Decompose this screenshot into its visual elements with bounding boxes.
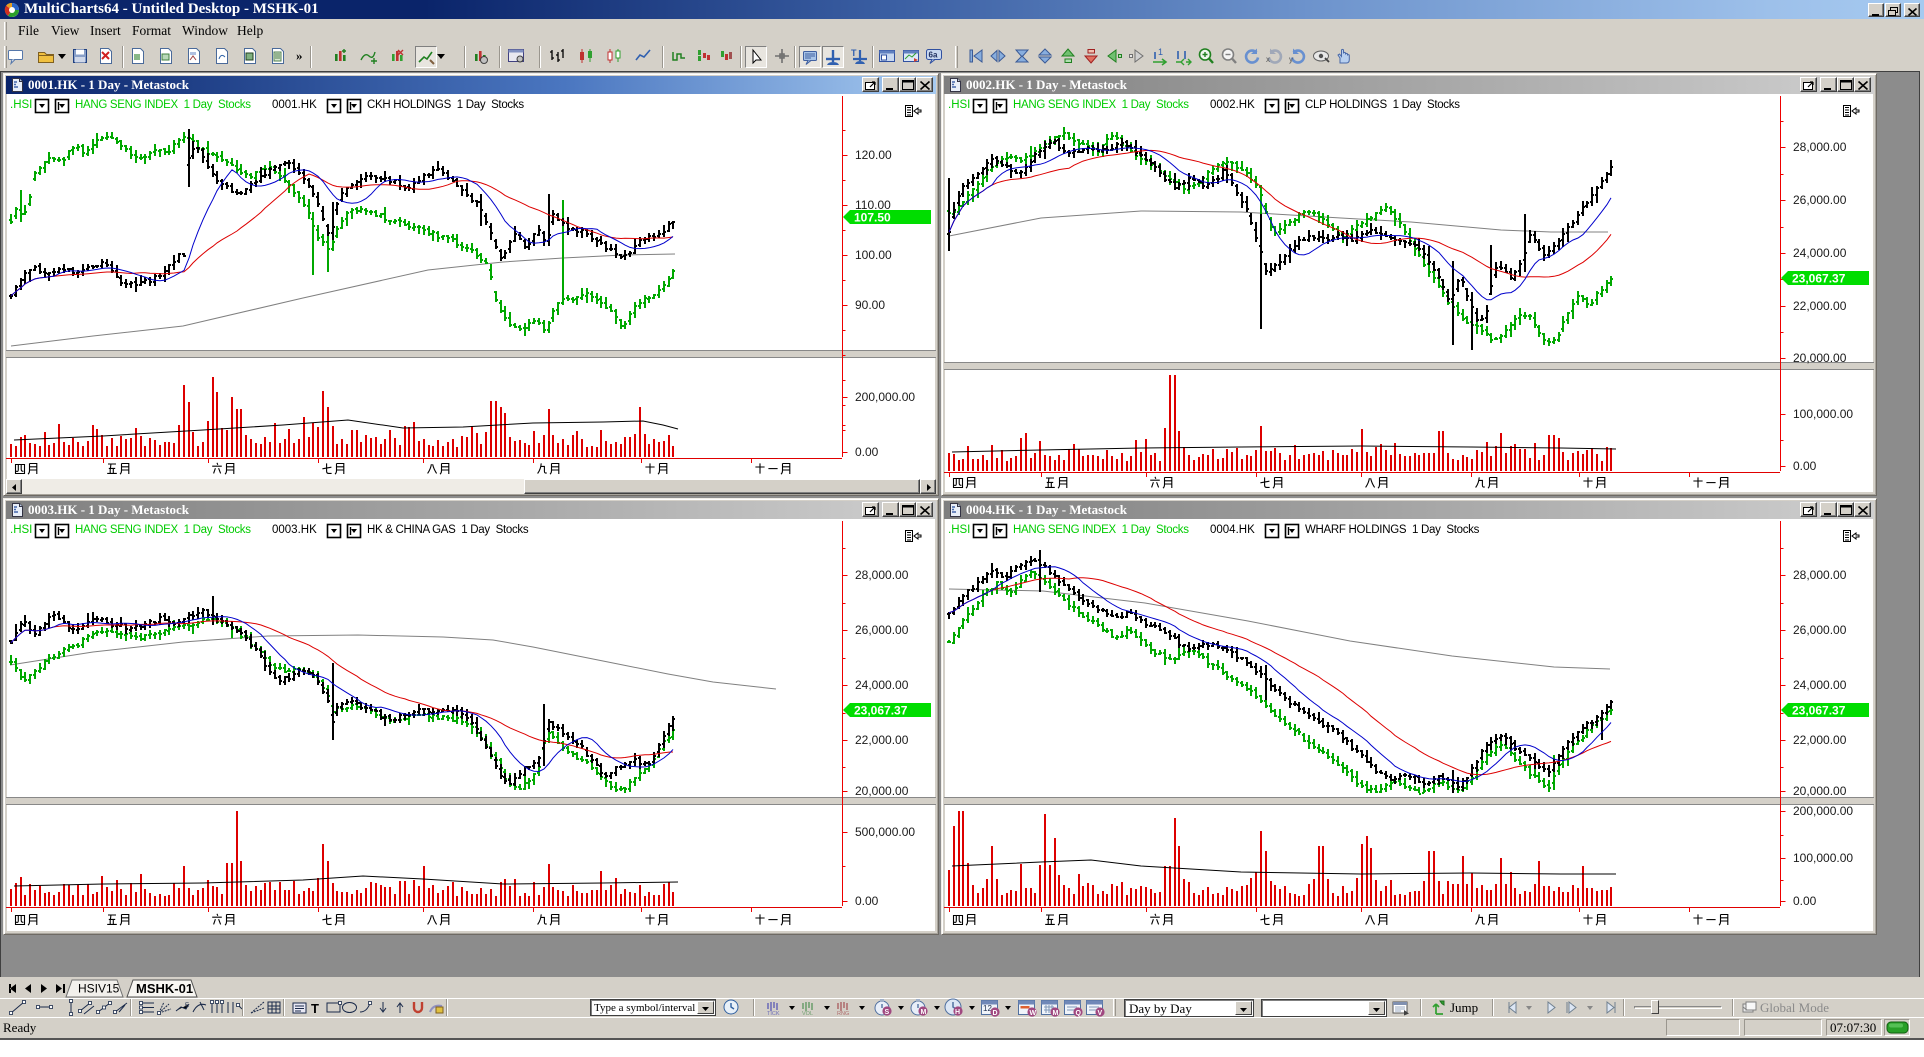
svg-text:.HSI: .HSI — [948, 99, 970, 111]
svg-text:VOL: VOL — [802, 1011, 813, 1016]
svg-text:0.00: 0.00 — [855, 894, 879, 908]
svg-text:26,000.00: 26,000.00 — [1793, 623, 1847, 637]
svg-text:HSIV15: HSIV15 — [78, 982, 120, 996]
svg-text:20,000.00: 20,000.00 — [1793, 784, 1847, 798]
svg-text:Q: Q — [1076, 1010, 1082, 1017]
svg-text:TICK: TICK — [767, 1011, 780, 1016]
svg-text:23,067.37: 23,067.37 — [1792, 704, 1846, 718]
svg-text:1: 1 — [1158, 47, 1163, 57]
svg-text:HANG SENG INDEX 1 Day Stocks: HANG SENG INDEX 1 Day Stocks — [75, 524, 251, 536]
svg-text:x: x — [1266, 55, 1270, 64]
svg-text:CLP HOLDINGS 1 Day Stocks: CLP HOLDINGS 1 Day Stocks — [1305, 99, 1460, 111]
svg-text:100,000.00: 100,000.00 — [1793, 407, 1853, 421]
svg-text:107.50: 107.50 — [854, 211, 891, 225]
svg-text:22,000.00: 22,000.00 — [855, 733, 909, 747]
svg-text:E: E — [185, 1003, 189, 1009]
svg-text:HANG SENG INDEX 1 Day Stocks: HANG SENG INDEX 1 Day Stocks — [1013, 99, 1189, 111]
svg-text:0002.HK: 0002.HK — [1210, 99, 1255, 111]
svg-text:.HSI: .HSI — [948, 524, 970, 536]
svg-text:200,000.00: 200,000.00 — [1793, 804, 1853, 818]
svg-text:100.00: 100.00 — [855, 248, 892, 262]
svg-text:90.00: 90.00 — [855, 298, 885, 312]
svg-text:26,000.00: 26,000.00 — [1793, 193, 1847, 207]
svg-text:26,000.00: 26,000.00 — [855, 623, 909, 637]
svg-text:T: T — [311, 1001, 319, 1016]
svg-text:24,000.00: 24,000.00 — [1793, 678, 1847, 692]
svg-text:500,000.00: 500,000.00 — [855, 825, 915, 839]
svg-text:0001.HK: 0001.HK — [272, 99, 317, 111]
svg-text:12: 12 — [983, 1004, 992, 1013]
svg-text:M: M — [1053, 1010, 1059, 1017]
svg-text:100,000.00: 100,000.00 — [1793, 851, 1853, 865]
svg-text:23,067.37: 23,067.37 — [1792, 272, 1846, 286]
svg-text:28,000.00: 28,000.00 — [1793, 568, 1847, 582]
svg-text:0.00: 0.00 — [1793, 459, 1817, 473]
svg-text:.HSI: .HSI — [10, 99, 32, 111]
svg-text:0.00: 0.00 — [1793, 894, 1817, 908]
svg-text:CKH HOLDINGS 1 Day Stocks: CKH HOLDINGS 1 Day Stocks — [367, 99, 524, 111]
svg-text:20,000.00: 20,000.00 — [1793, 351, 1847, 365]
svg-text:28,000.00: 28,000.00 — [1793, 140, 1847, 154]
svg-text:T: T — [851, 48, 857, 58]
svg-text:24,000.00: 24,000.00 — [1793, 246, 1847, 260]
svg-text:110.00: 110.00 — [855, 198, 891, 212]
svg-text:0.00: 0.00 — [855, 445, 879, 459]
svg-text:6a: 6a — [929, 51, 938, 60]
svg-text:22,000.00: 22,000.00 — [1793, 733, 1847, 747]
svg-text:HANG SENG INDEX 1 Day Stocks: HANG SENG INDEX 1 Day Stocks — [1013, 524, 1189, 536]
svg-text:28,000.00: 28,000.00 — [855, 568, 909, 582]
svg-text:120.00: 120.00 — [855, 148, 892, 162]
svg-text:.HSI: .HSI — [10, 524, 32, 536]
svg-text:W: W — [1030, 1010, 1037, 1017]
svg-text:22,000.00: 22,000.00 — [1793, 299, 1847, 313]
svg-text:D: D — [993, 1010, 998, 1017]
svg-text:23,067.37: 23,067.37 — [854, 704, 908, 718]
svg-text:200,000.00: 200,000.00 — [855, 390, 915, 404]
svg-text:MSHK-01: MSHK-01 — [136, 981, 193, 996]
svg-text:H: H — [955, 1009, 960, 1016]
svg-text:WHARF HOLDINGS 1 Day Stocks: WHARF HOLDINGS 1 Day Stocks — [1305, 524, 1480, 536]
svg-text:RNG: RNG — [837, 1011, 849, 1016]
svg-text:HANG SENG INDEX 1 Day Stocks: HANG SENG INDEX 1 Day Stocks — [75, 99, 251, 111]
svg-text:HK & CHINA GAS 1 Day Stocks: HK & CHINA GAS 1 Day Stocks — [367, 524, 529, 536]
svg-text:0004.HK: 0004.HK — [1210, 524, 1255, 536]
svg-text:y: y — [1289, 55, 1293, 64]
svg-text:20,000.00: 20,000.00 — [855, 784, 909, 798]
svg-text:V: V — [1098, 1010, 1103, 1017]
svg-text:0003.HK: 0003.HK — [272, 524, 317, 536]
svg-text:S: S — [885, 1009, 890, 1016]
svg-text:M: M — [921, 1009, 927, 1016]
svg-text:24,000.00: 24,000.00 — [855, 678, 909, 692]
